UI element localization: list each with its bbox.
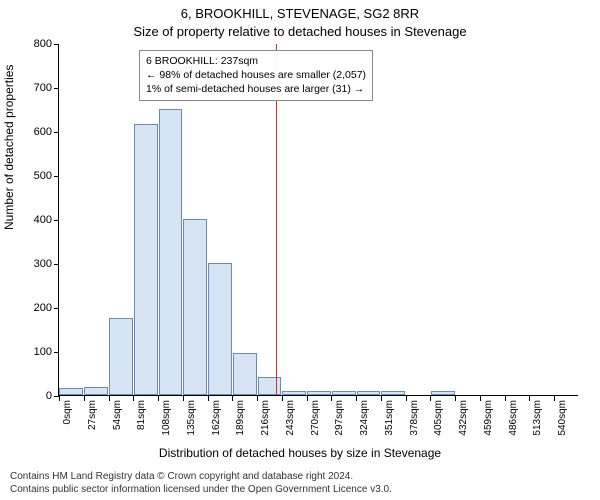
x-tick-label: 216sqm (260, 400, 271, 436)
y-tick-mark (54, 176, 59, 177)
chart-title-line1: 6, BROOKHILL, STEVENAGE, SG2 8RR (0, 6, 600, 21)
x-tick-mark (331, 396, 332, 401)
footer-line2: Contains public sector information licen… (10, 484, 392, 497)
x-tick-label: 135sqm (186, 400, 197, 436)
x-tick-mark (183, 396, 184, 401)
x-tick-mark (84, 396, 85, 401)
y-tick-label: 400 (34, 214, 52, 226)
histogram-bar (332, 391, 356, 395)
x-tick-label: 432sqm (458, 400, 469, 436)
x-tick-label: 324sqm (359, 400, 370, 436)
x-tick-label: 27sqm (87, 400, 98, 430)
histogram-bar (159, 109, 183, 395)
y-tick-label: 600 (34, 126, 52, 138)
annotation-line3: 1% of semi-detached houses are larger (3… (146, 82, 366, 96)
histogram-bar (183, 219, 207, 395)
histogram-bar (357, 391, 381, 395)
y-tick-mark (54, 132, 59, 133)
y-tick-label: 500 (34, 170, 52, 182)
x-tick-label: 513sqm (532, 400, 543, 436)
footer-line1: Contains HM Land Registry data © Crown c… (10, 471, 392, 484)
histogram-bar (307, 391, 331, 395)
x-tick-label: 108sqm (161, 400, 172, 436)
x-tick-mark (208, 396, 209, 401)
plot-area: 6 BROOKHILL: 237sqm ← 98% of detached ho… (58, 44, 578, 396)
x-axis-label: Distribution of detached houses by size … (0, 446, 600, 460)
annotation-box: 6 BROOKHILL: 237sqm ← 98% of detached ho… (139, 50, 373, 101)
x-tick-mark (480, 396, 481, 401)
x-tick-mark (282, 396, 283, 401)
annotation-line1: 6 BROOKHILL: 237sqm (146, 54, 366, 68)
x-tick-mark (257, 396, 258, 401)
x-tick-label: 486sqm (508, 400, 519, 436)
x-tick-mark (554, 396, 555, 401)
footer-attribution: Contains HM Land Registry data © Crown c… (10, 471, 392, 496)
y-tick-label: 0 (46, 390, 52, 402)
x-tick-mark (158, 396, 159, 401)
x-tick-label: 378sqm (409, 400, 420, 436)
x-tick-label: 270sqm (310, 400, 321, 436)
y-tick-mark (54, 220, 59, 221)
histogram-bar (258, 377, 282, 395)
x-tick-mark (505, 396, 506, 401)
x-tick-mark (59, 396, 60, 401)
y-tick-label: 700 (34, 82, 52, 94)
y-tick-label: 800 (34, 38, 52, 50)
annotation-line2: ← 98% of detached houses are smaller (2,… (146, 68, 366, 82)
histogram-bar (431, 391, 455, 395)
x-tick-mark (381, 396, 382, 401)
y-tick-label: 300 (34, 258, 52, 270)
x-tick-label: 0sqm (62, 400, 73, 424)
x-tick-label: 540sqm (557, 400, 568, 436)
y-tick-mark (54, 352, 59, 353)
y-tick-label: 100 (34, 346, 52, 358)
x-tick-mark (406, 396, 407, 401)
y-axis-label: Number of detached properties (2, 65, 16, 230)
histogram-bar (381, 391, 405, 395)
x-tick-mark (356, 396, 357, 401)
x-tick-label: 162sqm (211, 400, 222, 436)
histogram-bar (208, 263, 232, 395)
x-tick-label: 351sqm (384, 400, 395, 436)
x-tick-label: 81sqm (136, 400, 147, 430)
x-tick-mark (455, 396, 456, 401)
x-tick-mark (430, 396, 431, 401)
x-tick-mark (307, 396, 308, 401)
x-tick-mark (529, 396, 530, 401)
x-tick-mark (133, 396, 134, 401)
x-tick-label: 54sqm (112, 400, 123, 430)
histogram-bar (109, 318, 133, 395)
histogram-bar (134, 124, 158, 395)
x-tick-mark (109, 396, 110, 401)
y-tick-label: 200 (34, 302, 52, 314)
chart-title-line2: Size of property relative to detached ho… (0, 24, 600, 39)
x-tick-label: 459sqm (483, 400, 494, 436)
x-tick-label: 405sqm (433, 400, 444, 436)
histogram-bar (84, 387, 108, 395)
histogram-bar (59, 388, 83, 395)
x-tick-label: 189sqm (235, 400, 246, 436)
x-tick-mark (232, 396, 233, 401)
histogram-bar (233, 353, 257, 395)
y-tick-mark (54, 264, 59, 265)
y-tick-mark (54, 88, 59, 89)
histogram-bar (282, 391, 306, 395)
y-tick-mark (54, 44, 59, 45)
y-tick-mark (54, 308, 59, 309)
x-tick-label: 297sqm (334, 400, 345, 436)
x-tick-label: 243sqm (285, 400, 296, 436)
